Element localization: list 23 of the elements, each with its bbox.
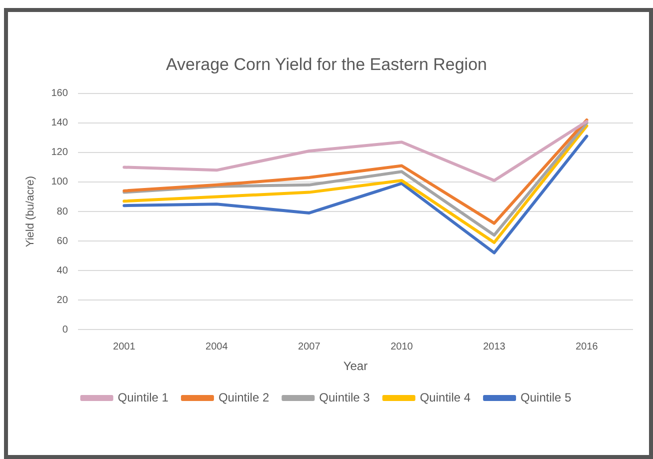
y-tick-label: 160 <box>51 88 68 100</box>
y-tick-label: 20 <box>56 294 68 306</box>
legend-label: Quintile 1 <box>118 390 169 404</box>
legend-label: Quintile 2 <box>218 390 270 404</box>
legend-label: Quintile 5 <box>520 390 572 404</box>
y-axis-title: Yield (bu/acre) <box>24 176 37 248</box>
x-tick-label: 2007 <box>298 341 321 352</box>
legend-label: Quintile 4 <box>420 390 471 404</box>
x-tick-label: 2016 <box>576 341 598 352</box>
x-tick-label: 2001 <box>113 341 136 352</box>
x-axis-title: Year <box>343 359 368 374</box>
y-tick-label: 120 <box>51 147 68 158</box>
y-tick-label: 40 <box>56 265 68 276</box>
y-tick-label: 0 <box>62 324 68 336</box>
y-tick-label: 140 <box>51 118 68 129</box>
y-tick-label: 80 <box>56 206 68 218</box>
legend-label: Quintile 3 <box>319 390 370 404</box>
y-tick-label: 100 <box>51 176 68 188</box>
chart-title: Average Corn Yield for the Eastern Region <box>166 54 487 74</box>
y-tick-label: 60 <box>56 236 68 247</box>
x-tick-label: 2004 <box>206 341 228 352</box>
x-tick-label: 2010 <box>390 341 414 352</box>
x-tick-label: 2013 <box>483 341 506 352</box>
